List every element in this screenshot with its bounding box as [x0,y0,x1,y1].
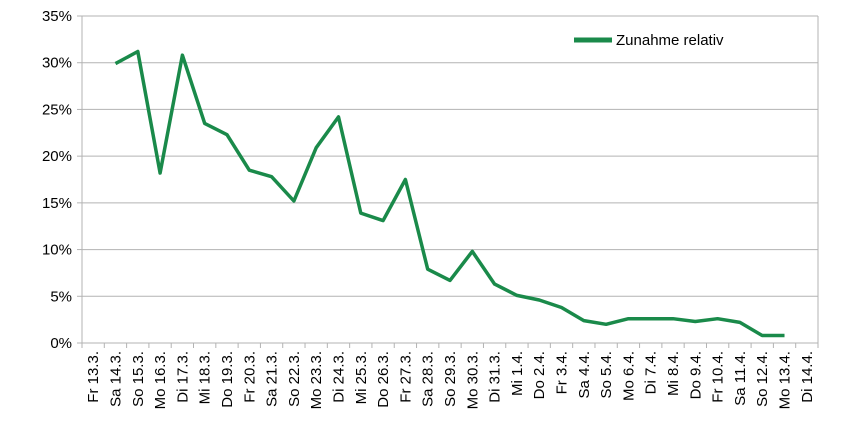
x-tick-label: Do 26.3. [375,351,392,408]
y-tick-label: 20% [42,148,72,165]
x-tick-label: So 15.3. [130,351,147,407]
x-tick-label: Do 19.3. [219,351,236,408]
x-tick-label: Fr 10.4. [710,351,727,403]
x-tick-label: Mo 13.4. [777,351,794,409]
x-tick-label: Fr 3.4. [554,351,571,394]
x-tick-label: Mo 6.4. [620,351,637,401]
y-tick-label: 15% [42,195,72,212]
x-tick-label: Mi 1.4. [509,351,526,396]
axes [77,15,819,348]
x-tick-label: Do 9.4. [687,351,704,399]
x-tick-label: Sa 14.3. [107,351,124,407]
x-tick-labels: Fr 13.3. Sa 14.3. So 15.3. Mo 16.3. Di 17.3.… [85,351,816,409]
x-tick-label: Mi 25.3. [353,351,370,404]
x-tick-label: Fr 27.3. [397,351,414,403]
x-tick-label: Sa 4.4. [576,351,593,399]
x-tick-label: Sa 28.3. [420,351,437,407]
legend: Zunahme relativ [574,32,724,49]
x-tick-label: Do 2.4. [531,351,548,399]
x-tick-label: So 29.3. [442,351,459,407]
x-tick-label: So 5.4. [598,351,615,399]
x-tick-label: Mi 8.4. [665,351,682,396]
x-tick-label: So 12.4. [754,351,771,407]
x-tick-label: Fr 13.3. [85,351,102,403]
x-tick-label: Di 17.3. [174,351,191,403]
x-tick-label: Sa 21.3. [264,351,281,407]
y-tick-label: 10% [42,242,72,259]
y-tick-label: 25% [42,101,72,118]
series-lines [114,49,785,338]
y-tick-label: 30% [42,55,72,72]
x-tick-label: Di 24.3. [330,351,347,403]
legend-label-zunahme-relativ: Zunahme relativ [616,32,724,49]
x-tick-label: Di 14.4. [799,351,816,403]
x-tick-label: Mi 18.3. [197,351,214,404]
x-tick-label: Mo 30.3. [464,351,481,409]
x-tick-label: Fr 20.3. [241,351,258,403]
series-line-0 [114,49,785,338]
x-tick-label: Mo 16.3. [152,351,169,409]
x-tick-label: Sa 11.4. [732,351,749,406]
gridlines [82,15,818,297]
x-tick-label: Di 7.4. [643,351,660,394]
x-tick-label: So 22.3. [286,351,303,407]
y-tick-label: 35% [42,8,72,25]
y-tick-label: 0% [50,335,72,352]
x-tick-label: Di 31.3. [487,351,504,403]
x-tick-label: Mo 23.3. [308,351,325,409]
y-tick-label: 5% [50,288,72,305]
y-tick-labels: 0% 5% 10% 15% 20% 25% 30% 35% [42,8,72,352]
